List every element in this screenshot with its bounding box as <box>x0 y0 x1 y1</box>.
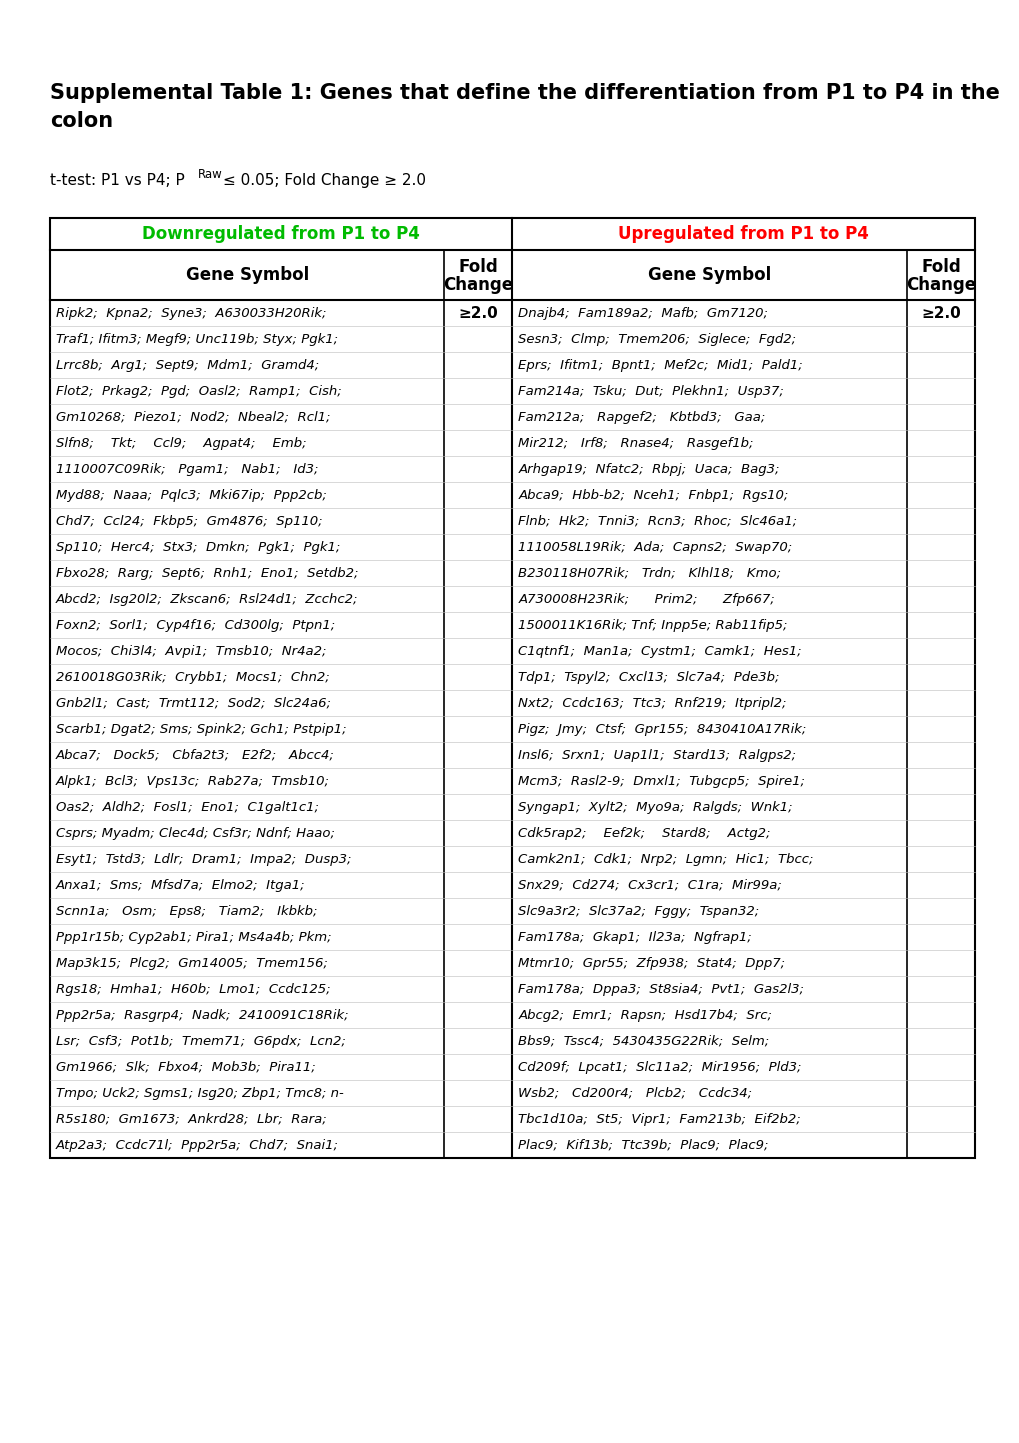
Text: Nxt2;  Ccdc163;  Ttc3;  Rnf219;  Itpripl2;: Nxt2; Ccdc163; Ttc3; Rnf219; Itpripl2; <box>518 697 787 710</box>
Text: Ppp2r5a;  Rasgrp4;  Nadk;  2410091C18Rik;: Ppp2r5a; Rasgrp4; Nadk; 2410091C18Rik; <box>56 1009 348 1022</box>
Text: Pigz;  Jmy;  Ctsf;  Gpr155;  8430410A17Rik;: Pigz; Jmy; Ctsf; Gpr155; 8430410A17Rik; <box>518 723 806 736</box>
Text: Dnajb4;  Fam189a2;  Mafb;  Gm7120;: Dnajb4; Fam189a2; Mafb; Gm7120; <box>518 306 767 319</box>
Text: Ripk2;  Kpna2;  Syne3;  A630033H20Rik;: Ripk2; Kpna2; Syne3; A630033H20Rik; <box>56 306 326 319</box>
Text: ≥2.0: ≥2.0 <box>459 306 498 320</box>
Text: Fbxo28;  Rarg;  Sept6;  Rnh1;  Eno1;  Setdb2;: Fbxo28; Rarg; Sept6; Rnh1; Eno1; Setdb2; <box>56 567 358 580</box>
Text: C1qtnf1;  Man1a;  Cystm1;  Camk1;  Hes1;: C1qtnf1; Man1a; Cystm1; Camk1; Hes1; <box>518 645 801 658</box>
Text: Eprs;  Ifitm1;  Bpnt1;  Mef2c;  Mid1;  Pald1;: Eprs; Ifitm1; Bpnt1; Mef2c; Mid1; Pald1; <box>518 358 803 371</box>
Text: Gm1966;  Slk;  Fbxo4;  Mob3b;  Pira11;: Gm1966; Slk; Fbxo4; Mob3b; Pira11; <box>56 1061 316 1074</box>
Text: Gene Symbol: Gene Symbol <box>647 266 770 284</box>
Text: Chd7;  Ccl24;  Fkbp5;  Gm4876;  Sp110;: Chd7; Ccl24; Fkbp5; Gm4876; Sp110; <box>56 515 322 528</box>
Text: Sp110;  Herc4;  Stx3;  Dmkn;  Pgk1;  Pgk1;: Sp110; Herc4; Stx3; Dmkn; Pgk1; Pgk1; <box>56 541 340 554</box>
Text: Abcg2;  Emr1;  Rapsn;  Hsd17b4;  Src;: Abcg2; Emr1; Rapsn; Hsd17b4; Src; <box>518 1009 771 1022</box>
Text: Oas2;  Aldh2;  Fosl1;  Eno1;  C1galt1c1;: Oas2; Aldh2; Fosl1; Eno1; C1galt1c1; <box>56 801 319 814</box>
Text: 1110058L19Rik;  Ada;  Capns2;  Swap70;: 1110058L19Rik; Ada; Capns2; Swap70; <box>518 541 792 554</box>
Text: Tmpo; Uck2; Sgms1; Isg20; Zbp1; Tmc8; n-: Tmpo; Uck2; Sgms1; Isg20; Zbp1; Tmc8; n- <box>56 1087 343 1100</box>
Text: B230118H07Rik;   Trdn;   Klhl18;   Kmo;: B230118H07Rik; Trdn; Klhl18; Kmo; <box>518 567 781 580</box>
Text: Cdk5rap2;    Eef2k;    Stard8;    Actg2;: Cdk5rap2; Eef2k; Stard8; Actg2; <box>518 827 770 840</box>
Text: Upregulated from P1 to P4: Upregulated from P1 to P4 <box>618 225 868 242</box>
Text: Abcd2;  Isg20l2;  Zkscan6;  Rsl24d1;  Zcchc2;: Abcd2; Isg20l2; Zkscan6; Rsl24d1; Zcchc2… <box>56 593 358 606</box>
Text: Fam178a;  Gkap1;  Il23a;  Ngfrap1;: Fam178a; Gkap1; Il23a; Ngfrap1; <box>518 931 752 944</box>
Text: Ppp1r15b; Cyp2ab1; Pira1; Ms4a4b; Pkm;: Ppp1r15b; Cyp2ab1; Pira1; Ms4a4b; Pkm; <box>56 931 331 944</box>
Text: Fam214a;  Tsku;  Dut;  Plekhn1;  Usp37;: Fam214a; Tsku; Dut; Plekhn1; Usp37; <box>518 384 784 397</box>
Text: Mtmr10;  Gpr55;  Zfp938;  Stat4;  Dpp7;: Mtmr10; Gpr55; Zfp938; Stat4; Dpp7; <box>518 957 785 970</box>
Text: Fam212a;   Rapgef2;   Kbtbd3;   Gaa;: Fam212a; Rapgef2; Kbtbd3; Gaa; <box>518 410 765 423</box>
Text: R5s180;  Gm1673;  Ankrd28;  Lbr;  Rara;: R5s180; Gm1673; Ankrd28; Lbr; Rara; <box>56 1113 326 1126</box>
Text: Gnb2l1;  Cast;  Trmt112;  Sod2;  Slc24a6;: Gnb2l1; Cast; Trmt112; Sod2; Slc24a6; <box>56 697 331 710</box>
Text: Alpk1;  Bcl3;  Vps13c;  Rab27a;  Tmsb10;: Alpk1; Bcl3; Vps13c; Rab27a; Tmsb10; <box>56 775 330 788</box>
Text: Slc9a3r2;  Slc37a2;  Fggy;  Tspan32;: Slc9a3r2; Slc37a2; Fggy; Tspan32; <box>518 905 759 918</box>
Text: 1110007C09Rik;   Pgam1;   Nab1;   Id3;: 1110007C09Rik; Pgam1; Nab1; Id3; <box>56 463 318 476</box>
Text: Fold: Fold <box>459 258 498 276</box>
Text: Foxn2;  Sorl1;  Cyp4f16;  Cd300lg;  Ptpn1;: Foxn2; Sorl1; Cyp4f16; Cd300lg; Ptpn1; <box>56 619 335 632</box>
Text: Csprs; Myadm; Clec4d; Csf3r; Ndnf; Haao;: Csprs; Myadm; Clec4d; Csf3r; Ndnf; Haao; <box>56 827 334 840</box>
Text: Anxa1;  Sms;  Mfsd7a;  Elmo2;  Itga1;: Anxa1; Sms; Mfsd7a; Elmo2; Itga1; <box>56 879 306 892</box>
Text: 2610018G03Rik;  Crybb1;  Mocs1;  Chn2;: 2610018G03Rik; Crybb1; Mocs1; Chn2; <box>56 671 329 684</box>
Text: Camk2n1;  Cdk1;  Nrp2;  Lgmn;  Hic1;  Tbcc;: Camk2n1; Cdk1; Nrp2; Lgmn; Hic1; Tbcc; <box>518 853 813 866</box>
Text: Plac9;  Kif13b;  Ttc39b;  Plac9;  Plac9;: Plac9; Kif13b; Ttc39b; Plac9; Plac9; <box>518 1139 768 1152</box>
Text: Tbc1d10a;  St5;  Vipr1;  Fam213b;  Eif2b2;: Tbc1d10a; St5; Vipr1; Fam213b; Eif2b2; <box>518 1113 801 1126</box>
Text: Snx29;  Cd274;  Cx3cr1;  C1ra;  Mir99a;: Snx29; Cd274; Cx3cr1; C1ra; Mir99a; <box>518 879 782 892</box>
Text: Cd209f;  Lpcat1;  Slc11a2;  Mir1956;  Pld3;: Cd209f; Lpcat1; Slc11a2; Mir1956; Pld3; <box>518 1061 801 1074</box>
Text: Raw: Raw <box>198 167 222 180</box>
Text: Mocos;  Chi3l4;  Avpi1;  Tmsb10;  Nr4a2;: Mocos; Chi3l4; Avpi1; Tmsb10; Nr4a2; <box>56 645 326 658</box>
Text: Supplemental Table 1: Genes that define the differentiation from P1 to P4 in the: Supplemental Table 1: Genes that define … <box>50 84 999 102</box>
Text: Wsb2;   Cd200r4;   Plcb2;   Ccdc34;: Wsb2; Cd200r4; Plcb2; Ccdc34; <box>518 1087 752 1100</box>
Text: Syngap1;  Xylt2;  Myo9a;  Ralgds;  Wnk1;: Syngap1; Xylt2; Myo9a; Ralgds; Wnk1; <box>518 801 793 814</box>
Text: Map3k15;  Plcg2;  Gm14005;  Tmem156;: Map3k15; Plcg2; Gm14005; Tmem156; <box>56 957 327 970</box>
Text: Arhgap19;  Nfatc2;  Rbpj;  Uaca;  Bag3;: Arhgap19; Nfatc2; Rbpj; Uaca; Bag3; <box>518 463 780 476</box>
Text: Abca9;  Hbb-b2;  Nceh1;  Fnbp1;  Rgs10;: Abca9; Hbb-b2; Nceh1; Fnbp1; Rgs10; <box>518 489 788 502</box>
Text: Gene Symbol: Gene Symbol <box>185 266 309 284</box>
Text: Fam178a;  Dppa3;  St8sia4;  Pvt1;  Gas2l3;: Fam178a; Dppa3; St8sia4; Pvt1; Gas2l3; <box>518 983 804 996</box>
Text: Myd88;  Naaa;  Pqlc3;  Mki67ip;  Ppp2cb;: Myd88; Naaa; Pqlc3; Mki67ip; Ppp2cb; <box>56 489 326 502</box>
Text: Gm10268;  Piezo1;  Nod2;  Nbeal2;  Rcl1;: Gm10268; Piezo1; Nod2; Nbeal2; Rcl1; <box>56 410 330 423</box>
Text: Fold: Fold <box>920 258 960 276</box>
Text: Insl6;  Srxn1;  Uap1l1;  Stard13;  Ralgps2;: Insl6; Srxn1; Uap1l1; Stard13; Ralgps2; <box>518 749 796 762</box>
Text: Mir212;   Irf8;   Rnase4;   Rasgef1b;: Mir212; Irf8; Rnase4; Rasgef1b; <box>518 436 753 450</box>
Bar <box>50 218 974 1157</box>
Text: t-test: P1 vs P4; P: t-test: P1 vs P4; P <box>50 173 184 188</box>
Text: Slfn8;    Tkt;    Ccl9;    Agpat4;    Emb;: Slfn8; Tkt; Ccl9; Agpat4; Emb; <box>56 436 307 450</box>
Text: Sesn3;  Clmp;  Tmem206;  Siglece;  Fgd2;: Sesn3; Clmp; Tmem206; Siglece; Fgd2; <box>518 332 796 345</box>
Text: Lrrc8b;  Arg1;  Sept9;  Mdm1;  Gramd4;: Lrrc8b; Arg1; Sept9; Mdm1; Gramd4; <box>56 358 319 371</box>
Text: Change: Change <box>443 276 513 294</box>
Text: 1500011K16Rik; Tnf; Inpp5e; Rab11fip5;: 1500011K16Rik; Tnf; Inpp5e; Rab11fip5; <box>518 619 788 632</box>
Text: Tdp1;  Tspyl2;  Cxcl13;  Slc7a4;  Pde3b;: Tdp1; Tspyl2; Cxcl13; Slc7a4; Pde3b; <box>518 671 780 684</box>
Text: Atp2a3;  Ccdc71l;  Ppp2r5a;  Chd7;  Snai1;: Atp2a3; Ccdc71l; Ppp2r5a; Chd7; Snai1; <box>56 1139 338 1152</box>
Text: ≤ 0.05; Fold Change ≥ 2.0: ≤ 0.05; Fold Change ≥ 2.0 <box>223 173 426 188</box>
Text: colon: colon <box>50 111 113 131</box>
Text: A730008H23Rik;      Prim2;      Zfp667;: A730008H23Rik; Prim2; Zfp667; <box>518 593 774 606</box>
Text: Bbs9;  Tssc4;  5430435G22Rik;  Selm;: Bbs9; Tssc4; 5430435G22Rik; Selm; <box>518 1035 769 1048</box>
Text: Esyt1;  Tstd3;  Ldlr;  Dram1;  Impa2;  Dusp3;: Esyt1; Tstd3; Ldlr; Dram1; Impa2; Dusp3; <box>56 853 352 866</box>
Text: Change: Change <box>905 276 975 294</box>
Text: Scarb1; Dgat2; Sms; Spink2; Gch1; Pstpip1;: Scarb1; Dgat2; Sms; Spink2; Gch1; Pstpip… <box>56 723 346 736</box>
Text: Downregulated from P1 to P4: Downregulated from P1 to P4 <box>143 225 420 242</box>
Text: Rgs18;  Hmha1;  H60b;  Lmo1;  Ccdc125;: Rgs18; Hmha1; H60b; Lmo1; Ccdc125; <box>56 983 330 996</box>
Text: Lsr;  Csf3;  Pot1b;  Tmem71;  G6pdx;  Lcn2;: Lsr; Csf3; Pot1b; Tmem71; G6pdx; Lcn2; <box>56 1035 345 1048</box>
Text: ≥2.0: ≥2.0 <box>920 306 960 320</box>
Text: Abca7;   Dock5;   Cbfa2t3;   E2f2;   Abcc4;: Abca7; Dock5; Cbfa2t3; E2f2; Abcc4; <box>56 749 334 762</box>
Text: Flnb;  Hk2;  Tnni3;  Rcn3;  Rhoc;  Slc46a1;: Flnb; Hk2; Tnni3; Rcn3; Rhoc; Slc46a1; <box>518 515 797 528</box>
Text: Flot2;  Prkag2;  Pgd;  Oasl2;  Ramp1;  Cish;: Flot2; Prkag2; Pgd; Oasl2; Ramp1; Cish; <box>56 384 341 397</box>
Text: Traf1; Ifitm3; Megf9; Unc119b; Styx; Pgk1;: Traf1; Ifitm3; Megf9; Unc119b; Styx; Pgk… <box>56 332 337 345</box>
Text: Mcm3;  Rasl2-9;  Dmxl1;  Tubgcp5;  Spire1;: Mcm3; Rasl2-9; Dmxl1; Tubgcp5; Spire1; <box>518 775 805 788</box>
Text: Scnn1a;   Osm;   Eps8;   Tiam2;   Ikbkb;: Scnn1a; Osm; Eps8; Tiam2; Ikbkb; <box>56 905 317 918</box>
